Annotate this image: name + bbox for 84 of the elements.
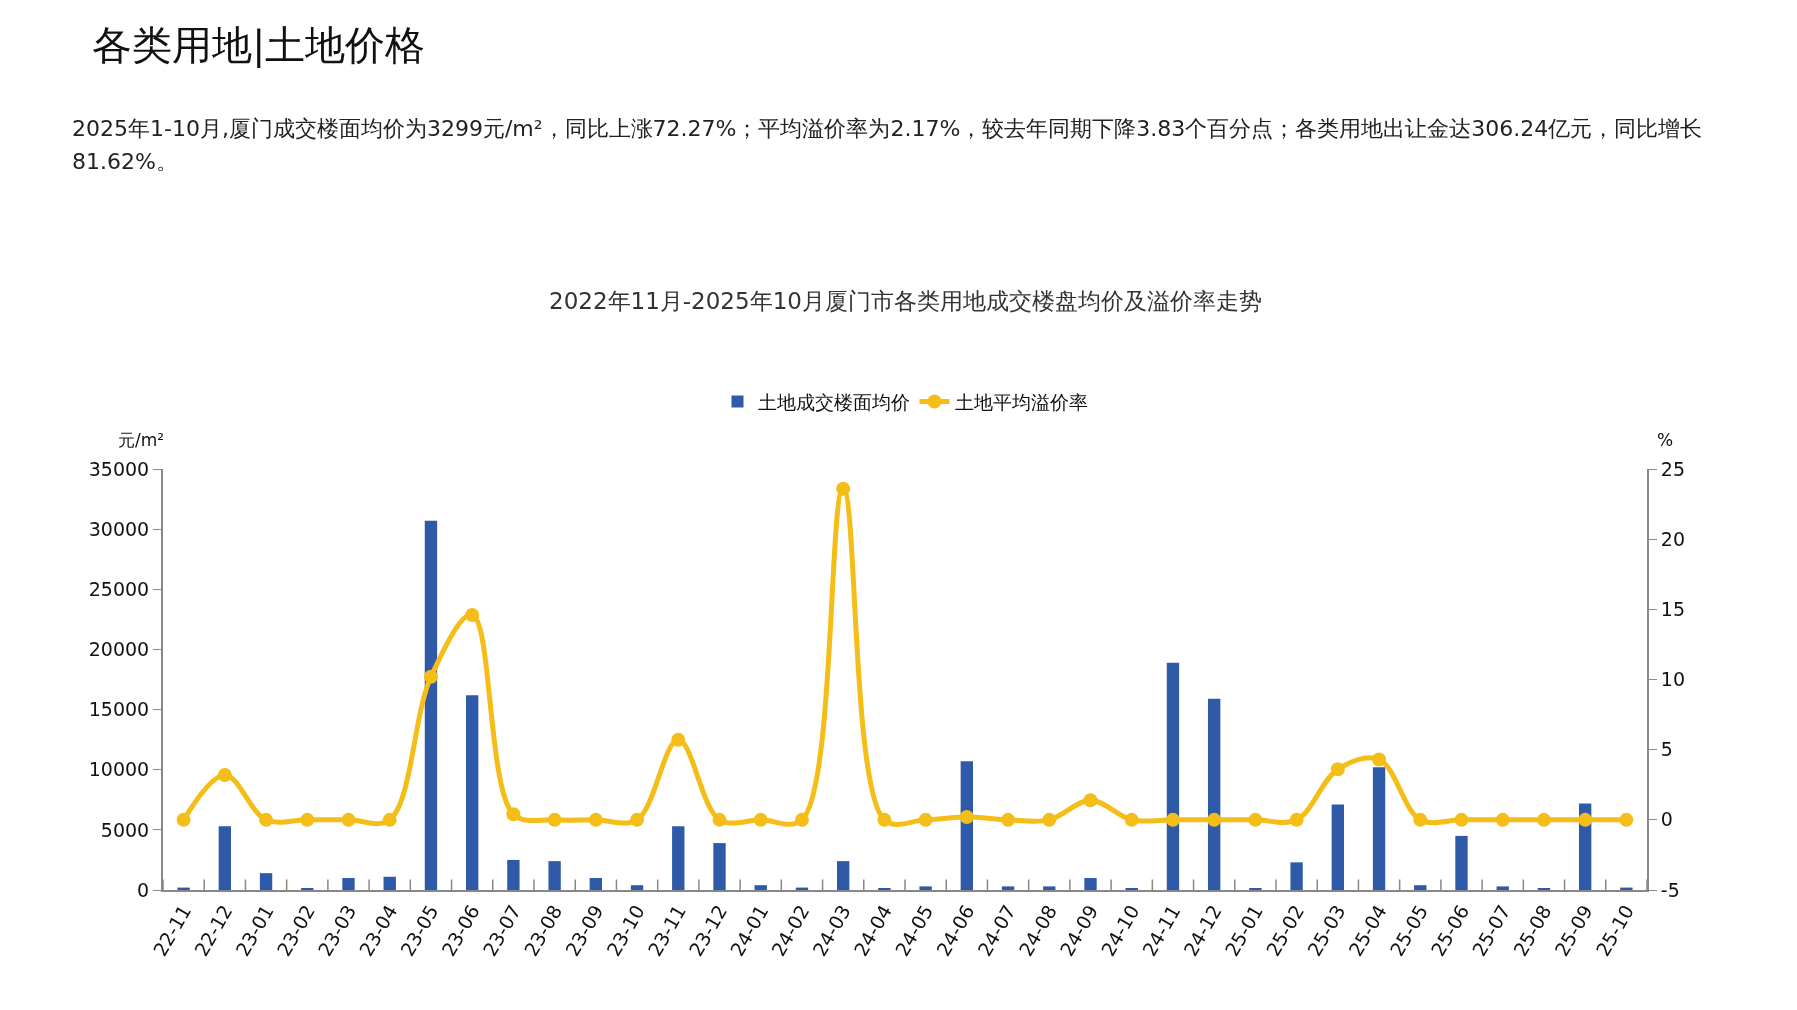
point	[836, 481, 851, 496]
point	[1536, 812, 1551, 827]
point	[259, 812, 274, 827]
point	[712, 812, 727, 827]
bar	[589, 877, 603, 890]
bar	[1207, 698, 1221, 890]
bar	[424, 520, 438, 890]
y-tick-label: 10000	[88, 758, 150, 781]
point	[1330, 762, 1345, 777]
y2-tick-label: 5	[1660, 738, 1673, 761]
chart-title: 各类用地|土地价格	[92, 21, 426, 70]
bar	[465, 695, 479, 890]
point	[588, 812, 603, 827]
bar	[1372, 767, 1386, 890]
point	[465, 607, 480, 622]
point	[1289, 812, 1304, 827]
point	[630, 812, 645, 827]
y-tick-label: 0	[137, 878, 150, 901]
y2-tick-label: 20	[1660, 527, 1685, 550]
bar	[754, 885, 767, 890]
point	[1042, 812, 1057, 827]
y2-axis-title: %	[1657, 430, 1674, 450]
bar	[630, 885, 644, 890]
point	[341, 812, 356, 827]
bar	[1166, 662, 1180, 890]
y-tick-label: 5000	[100, 818, 150, 841]
bar	[919, 886, 932, 890]
point	[959, 810, 974, 825]
y-axis-title: 元/m²	[118, 430, 165, 450]
point	[176, 812, 191, 827]
text: 2022年11月-2025年10月厦门市各类用地成交楼盘均价及溢价率走势	[549, 288, 1262, 314]
y-tick-label: 30000	[88, 517, 150, 540]
y2-tick-label: 15	[1660, 597, 1685, 620]
point	[382, 812, 397, 827]
point	[1413, 812, 1428, 827]
point	[1578, 812, 1593, 827]
legend-label: 土地成交楼面均价	[757, 390, 910, 413]
bar	[1043, 886, 1056, 890]
bar	[342, 877, 355, 890]
bar	[383, 876, 396, 890]
bar	[218, 826, 232, 890]
point	[1165, 812, 1180, 827]
y2-tick-label: 0	[1660, 808, 1673, 831]
point	[1207, 812, 1222, 827]
bar	[507, 859, 520, 890]
bar	[713, 843, 726, 890]
y2-tick-label: 25	[1660, 457, 1685, 480]
point	[300, 812, 315, 827]
y-tick-label: 25000	[88, 577, 150, 600]
point	[423, 669, 438, 684]
point	[1124, 812, 1139, 827]
bar	[1001, 886, 1015, 890]
bar	[1455, 835, 1468, 890]
point	[671, 732, 686, 747]
legend-label: 土地平均溢价率	[954, 390, 1088, 413]
chart-subtitle: 2025年1-10月,厦门成交楼面均价为3299元/m²，同比上涨72.27%；平均溢价率为2.17%，较去年同期下降3.83个百分点；各类用地出让金达306.24亿元，同比增长81.62%。	[72, 115, 1704, 176]
point	[1454, 812, 1469, 827]
bar	[1331, 804, 1345, 890]
point	[217, 767, 232, 782]
point	[918, 812, 933, 827]
point	[877, 812, 892, 827]
y-tick-label: 35000	[88, 457, 150, 480]
bar	[836, 861, 850, 890]
bar	[259, 873, 273, 890]
bar	[1290, 862, 1303, 890]
bar	[548, 861, 561, 890]
y-tick-label: 15000	[88, 698, 150, 721]
y-tick-label: 20000	[88, 638, 150, 661]
y2-tick-label: 10	[1660, 668, 1685, 691]
point	[547, 812, 562, 827]
point	[753, 812, 768, 827]
y2-tick-label: -5	[1660, 878, 1680, 901]
bar	[1414, 885, 1427, 890]
bar	[672, 826, 685, 890]
point	[1001, 812, 1016, 827]
bar	[1084, 877, 1097, 890]
point	[506, 807, 521, 822]
point	[1372, 752, 1387, 767]
point	[1248, 812, 1263, 827]
point	[1619, 812, 1634, 827]
bar	[1496, 886, 1509, 890]
point	[1083, 793, 1098, 808]
point	[1495, 812, 1510, 827]
point	[794, 812, 809, 827]
